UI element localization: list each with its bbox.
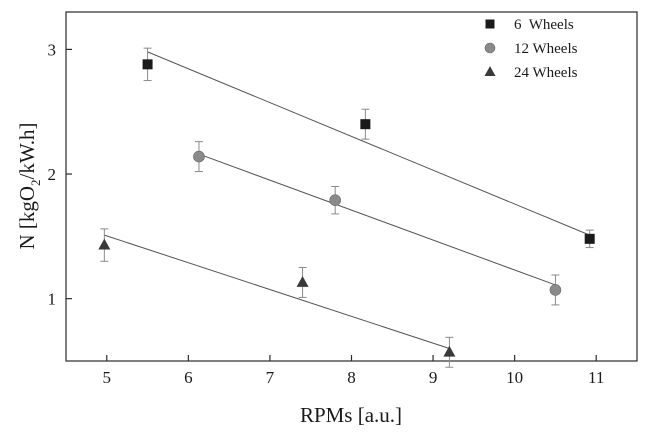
circle-marker bbox=[484, 42, 496, 54]
data-points bbox=[98, 59, 595, 357]
y-axis-label: N [kgO2/kW.h] bbox=[15, 122, 43, 249]
fit-line bbox=[198, 153, 556, 286]
square-marker bbox=[485, 19, 495, 29]
triangle-marker bbox=[484, 66, 496, 76]
x-tick-label: 8 bbox=[347, 368, 356, 387]
triangle-marker bbox=[296, 275, 309, 287]
x-tick-label: 11 bbox=[588, 368, 604, 387]
triangle-marker bbox=[443, 345, 456, 357]
fit-line bbox=[104, 234, 450, 350]
y-tick-label: 2 bbox=[48, 165, 57, 184]
square-marker bbox=[142, 59, 153, 70]
tick-marks bbox=[66, 48, 597, 361]
circle-marker bbox=[549, 284, 562, 296]
fit-lines bbox=[104, 51, 590, 350]
x-tick-label: 5 bbox=[103, 368, 112, 387]
x-tick-label: 9 bbox=[429, 368, 438, 387]
x-tick-label: 6 bbox=[184, 368, 193, 387]
legend-label: 6 Wheels bbox=[514, 17, 574, 33]
x-axis-label: RPMs [a.u.] bbox=[300, 403, 402, 427]
legend: 6 Wheels 12 Wheels 24 Wheels bbox=[484, 17, 578, 81]
circle-marker bbox=[329, 194, 341, 207]
y-axis-label-subscript: 2 bbox=[28, 179, 43, 186]
legend-label: 12 Wheels bbox=[514, 41, 578, 57]
y-axis-label-unit: /kW.h] bbox=[15, 122, 39, 179]
circle-marker bbox=[193, 150, 205, 163]
y-axis-label-main: N [kgO bbox=[15, 186, 39, 250]
square-marker bbox=[584, 233, 595, 244]
x-tick-labels: 5 6 7 8 9 10 11 bbox=[103, 368, 605, 387]
fit-line bbox=[147, 51, 590, 236]
error-bars bbox=[100, 47, 594, 368]
y-tick-label: 1 bbox=[48, 290, 57, 309]
x-tick-label: 10 bbox=[506, 368, 523, 387]
triangle-marker bbox=[98, 238, 111, 250]
y-tick-labels: 1 2 3 bbox=[48, 40, 57, 308]
square-marker bbox=[360, 119, 371, 130]
x-tick-label: 7 bbox=[266, 368, 275, 387]
legend-label: 24 Wheels bbox=[514, 65, 578, 81]
y-tick-label: 3 bbox=[48, 40, 57, 59]
